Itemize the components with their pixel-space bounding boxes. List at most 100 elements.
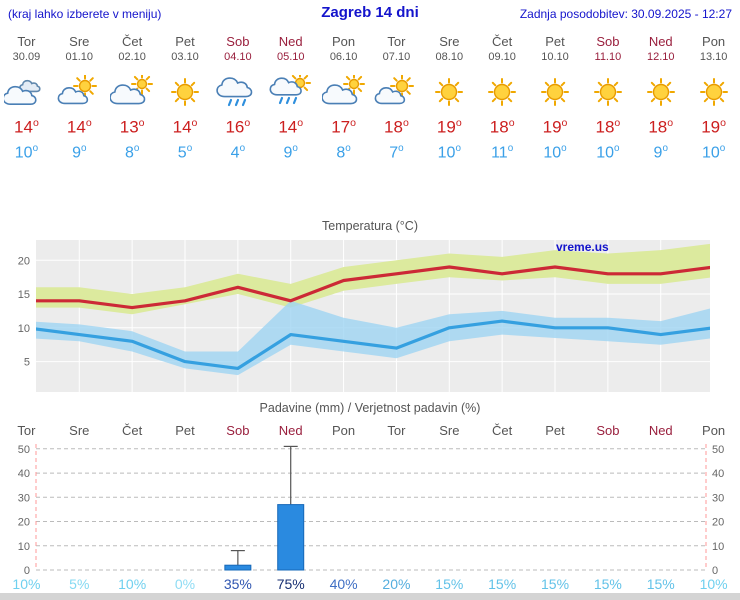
sunny-icon [427,75,471,109]
day-column[interactable]: Pet 03.10 14o 5o [159,30,212,162]
day-column[interactable]: Ned 05.10 14o 9o [264,30,317,162]
precip-probability: 40% [329,576,358,592]
svg-text:30: 30 [712,492,724,504]
low-temp: 8o [124,142,140,161]
high-temp: 18o [595,117,621,137]
day-column[interactable]: Sob 11.10 18o 10o [581,30,634,162]
sunny-icon [480,75,524,109]
low-temp: 4o [230,142,246,161]
precip-day-label: Ned [278,423,303,438]
svg-text:10: 10 [712,541,724,553]
day-name: Pet [545,34,565,49]
high-temp: 17o [331,117,356,137]
day-date: 03.10 [171,51,199,63]
day-column[interactable]: Tor 07.10 18o 7o [370,30,423,162]
precip-probability: 75% [276,576,305,592]
svg-text:15: 15 [18,289,30,301]
precip-probability: 20% [382,576,411,592]
precip-probability: 15% [435,576,464,592]
day-date: 30.09 [12,51,41,63]
precip-day-label: Tor [17,423,36,438]
svg-text:20: 20 [18,255,30,267]
precip-day-label: Pon [332,423,356,438]
low-temp: 9o [72,142,87,161]
precip-day-label: Sob [596,423,620,438]
low-temp: 7o [389,142,404,161]
cloudy-icon [2,75,48,109]
svg-text:10: 10 [18,323,30,335]
temperature-chart: 5 10 15 20 vreme.us [18,240,710,392]
precipitation-chart: 0 0 10 10 20 20 30 30 40 40 50 50 [18,444,725,577]
precip-day-label: Tor [387,423,406,438]
precip-probability: 15% [541,576,570,592]
svg-text:20: 20 [18,517,30,529]
day-column[interactable]: Čet 09.10 18o 11o [476,30,529,162]
svg-text:5: 5 [24,357,30,369]
precipitation-chart-title: Padavine (mm) / Verjetnost padavin (%) [259,401,481,415]
day-column[interactable]: Sre 08.10 19o 10o [423,30,476,162]
day-column[interactable]: Pet 10.10 19o 10o [529,30,582,162]
day-date: 13.10 [699,51,728,63]
sunny-icon [586,75,630,109]
day-column[interactable]: Pon 06.10 17o 8o [317,30,370,162]
sunny-icon [692,75,736,109]
day-name: Pon [332,34,356,49]
precip-day-label: Čet [492,423,513,438]
day-date: 07.10 [382,51,411,63]
svg-text:50: 50 [18,444,30,456]
svg-text:0: 0 [24,565,30,577]
day-date: 10.10 [541,51,569,63]
svg-text:40: 40 [712,468,724,480]
day-date: 04.10 [224,51,252,63]
precip-probability: 15% [646,576,675,592]
day-name: Čet [492,34,513,49]
low-temp: 10o [14,142,39,161]
precip-probability: 0% [174,576,196,592]
day-date: 11.10 [594,51,622,63]
sunny-icon [533,75,577,109]
precip-bar [224,564,252,571]
mostly-cloudy-icon [109,73,154,109]
high-temp: 14o [278,117,304,137]
low-temp: 11o [491,142,514,161]
day-date: 02.10 [118,51,146,63]
precip-day-label: Pet [175,423,195,438]
sun-rain-icon [269,72,313,109]
svg-text:10: 10 [18,541,30,553]
precip-probability: 35% [223,576,252,592]
mostly-cloudy-icon [320,73,366,109]
precip-probability: 10% [118,576,147,592]
svg-text:30: 30 [18,492,30,504]
day-column[interactable]: Tor 30.09 14o 10o [0,30,53,162]
low-temp: 9o [283,142,298,161]
sunny-icon [163,75,207,109]
day-name: Ned [278,34,303,49]
day-column[interactable]: Čet 02.10 13o 8o [106,30,159,162]
precip-day-label: Ned [648,423,673,438]
watermark-link[interactable]: vreme.us [556,240,609,254]
min-temp-line [36,319,710,370]
high-temp: 18o [384,117,409,137]
high-temp: 19o [542,117,568,137]
day-column[interactable]: Sob 04.10 16o 4o [211,30,264,162]
low-temp: 8o [336,142,351,161]
low-temp: 9o [653,142,668,161]
day-date: 09.10 [488,51,516,63]
precip-probability: 15% [488,576,517,592]
day-name: Sob [226,34,250,49]
day-name: Pet [175,34,195,49]
day-name: Tor [17,34,36,49]
menu-hint-text[interactable]: (kraj lahko izberete v meniju) [8,7,162,21]
max-temp-line [36,265,710,310]
precip-day-label: Pon [702,423,726,438]
temperature-chart-title: Temperatura (°C) [322,219,418,233]
day-column[interactable]: Sre 01.10 14o 9o [53,30,106,162]
precip-day-label: Pet [545,423,565,438]
day-column[interactable]: Pon 13.10 19o 10o [687,30,740,162]
precip-day-label: Sre [439,423,460,438]
high-temp: 19o [701,117,726,137]
page-title: Zagreb 14 dni [321,4,419,21]
day-name: Tor [387,34,406,49]
day-column[interactable]: Ned 12.10 18o 9o [634,30,687,162]
